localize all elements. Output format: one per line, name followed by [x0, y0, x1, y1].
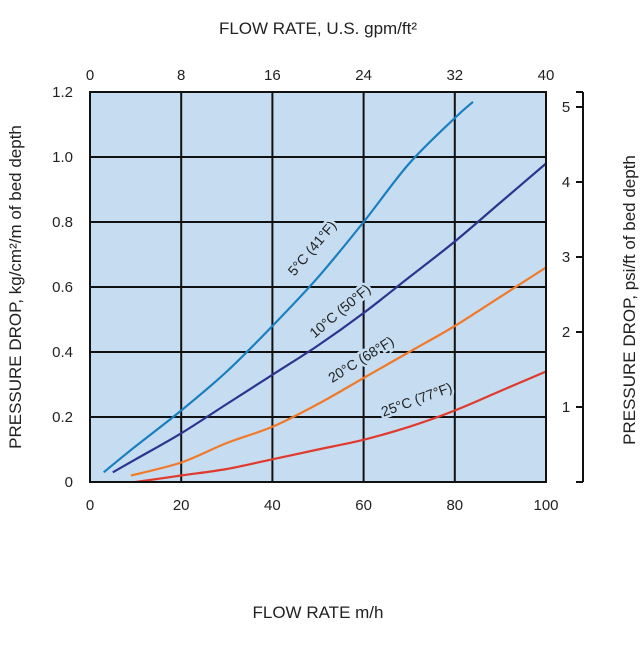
y-axis-title: PRESSURE DROP, kg/cm²/m of bed depth — [6, 125, 25, 449]
x-tick-label: 20 — [173, 497, 190, 514]
x-tick-label: 60 — [355, 497, 372, 514]
grid — [90, 92, 546, 482]
bottom-axis: 0 20 40 60 80 100 — [86, 497, 559, 514]
top-tick-label: 8 — [177, 67, 185, 84]
top-axis: 0 8 16 24 32 40 — [86, 67, 555, 84]
x-axis-title: FLOW RATE m/h — [253, 603, 384, 622]
right-axis: 1 2 3 4 5 — [562, 91, 584, 483]
y-tick-label: 1.2 — [52, 84, 73, 101]
right-tick-label: 3 — [562, 249, 570, 266]
y-tick-label: 0 — [65, 474, 73, 491]
x-tick-label: 40 — [264, 497, 281, 514]
top-tick-label: 32 — [446, 67, 463, 84]
series-line — [112, 162, 547, 474]
y-tick-label: 0.4 — [52, 344, 73, 361]
top-axis-title: FLOW RATE, U.S. gpm/ft² — [219, 19, 417, 38]
x-tick-label: 0 — [86, 497, 94, 514]
top-tick-label: 0 — [86, 67, 94, 84]
y-tick-label: 0.2 — [52, 409, 73, 426]
top-tick-label: 40 — [538, 67, 555, 84]
y-tick-label: 1.0 — [52, 149, 73, 166]
series-line — [130, 266, 547, 477]
right-tick-label: 5 — [562, 99, 570, 116]
series-line — [102, 100, 474, 474]
top-tick-label: 24 — [355, 67, 372, 84]
plot-frame — [89, 91, 547, 483]
right-tick-label: 2 — [562, 324, 570, 341]
right-tick-label: 4 — [562, 174, 570, 191]
x-tick-label: 80 — [446, 497, 463, 514]
y-tick-label: 0.8 — [52, 214, 73, 231]
top-tick-label: 16 — [264, 67, 281, 84]
series-line — [135, 370, 547, 484]
curves — [102, 100, 547, 484]
right-axis-title: PRESSURE DROP, psi/ft of bed depth — [620, 155, 639, 445]
x-tick-label: 100 — [533, 497, 558, 514]
left-axis: 0 0.2 0.4 0.6 0.8 1.0 1.2 — [52, 84, 73, 491]
right-tick-label: 1 — [562, 399, 570, 416]
y-tick-label: 0.6 — [52, 279, 73, 296]
